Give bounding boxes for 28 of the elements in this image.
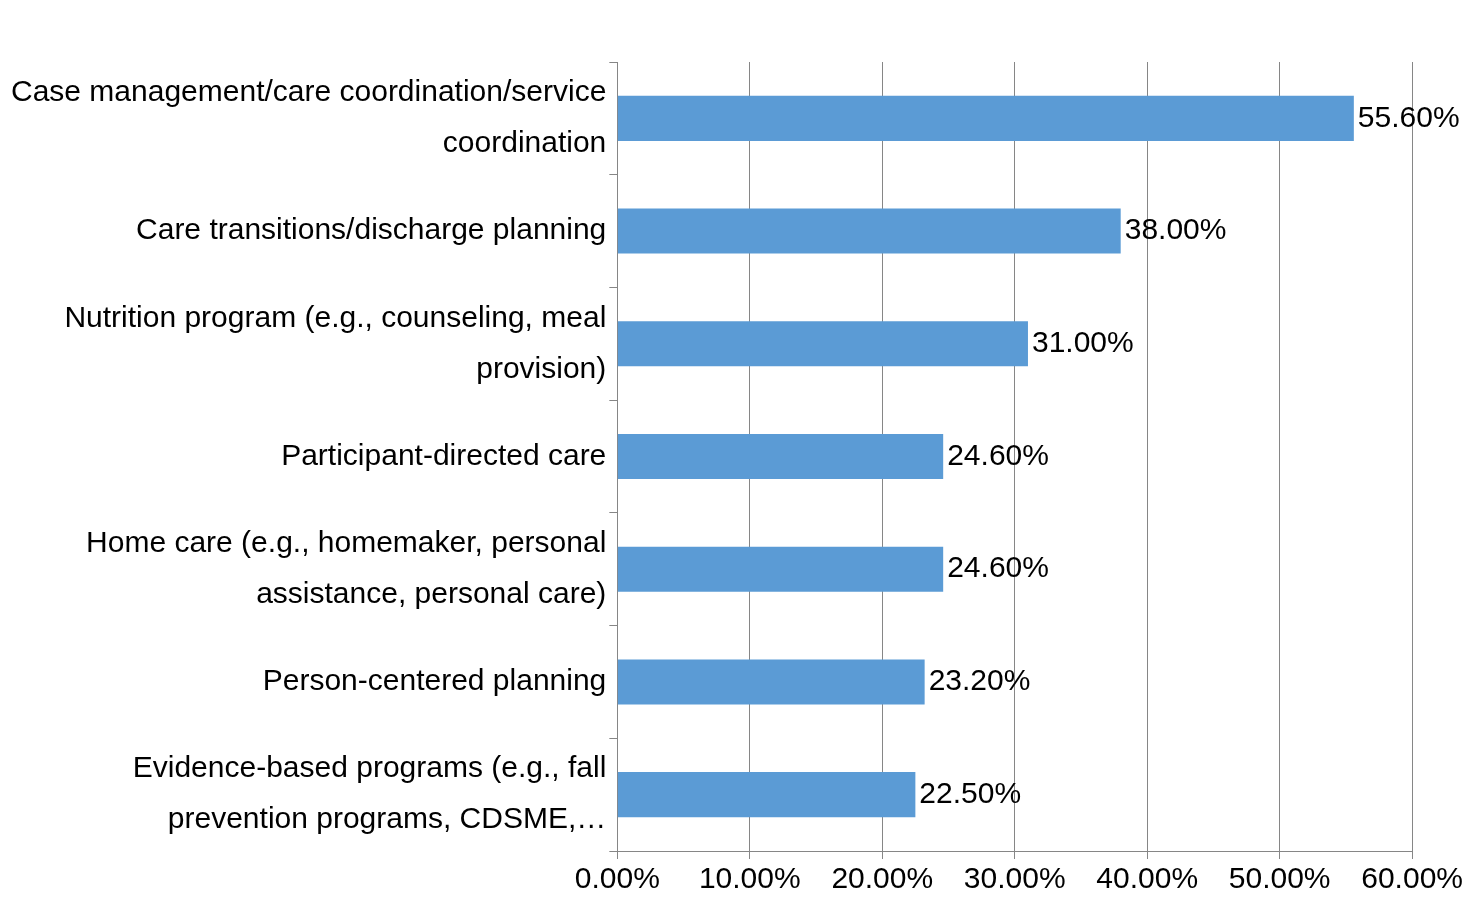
bar xyxy=(617,772,916,818)
bar xyxy=(617,95,1354,141)
data-label: 55.60% xyxy=(1357,99,1460,133)
bar xyxy=(617,321,1028,367)
x-tick-label: 10.00% xyxy=(698,861,801,895)
bar xyxy=(617,546,944,592)
bar xyxy=(617,659,925,705)
y-tick-label: Evidence-based programs (e.g., fall prevention programs, CDSME,… xyxy=(132,750,607,835)
data-label: 22.50% xyxy=(919,775,1022,809)
x-tick-label: 50.00% xyxy=(1228,861,1331,895)
y-tick-label: Care transitions/discharge planning xyxy=(136,212,607,246)
data-label: 24.60% xyxy=(947,550,1049,584)
y-tick-label: Participant-directed care xyxy=(281,437,607,471)
y-tick-label: Nutrition program (e.g., counseling, meal provision) xyxy=(64,299,607,384)
y-tick-label: Case management/care coordination/service coordination xyxy=(11,74,607,159)
x-tick-label: 30.00% xyxy=(963,861,1066,895)
x-tick-label: 20.00% xyxy=(831,861,934,895)
bar xyxy=(617,433,944,480)
bar xyxy=(617,208,1121,254)
x-tick-label: 40.00% xyxy=(1096,861,1199,895)
data-label: 31.00% xyxy=(1031,325,1134,359)
y-tick-label: Home care (e.g., homemaker, personal assistance, personal care) xyxy=(86,524,607,609)
data-label: 38.00% xyxy=(1124,212,1227,246)
y-tick-label: Person-centered planning xyxy=(262,663,607,697)
data-label: 23.20% xyxy=(928,663,1031,697)
x-tick-label: 0.00% xyxy=(574,861,660,895)
data-label: 24.60% xyxy=(947,437,1049,471)
x-tick-label: 60.00% xyxy=(1361,861,1463,895)
